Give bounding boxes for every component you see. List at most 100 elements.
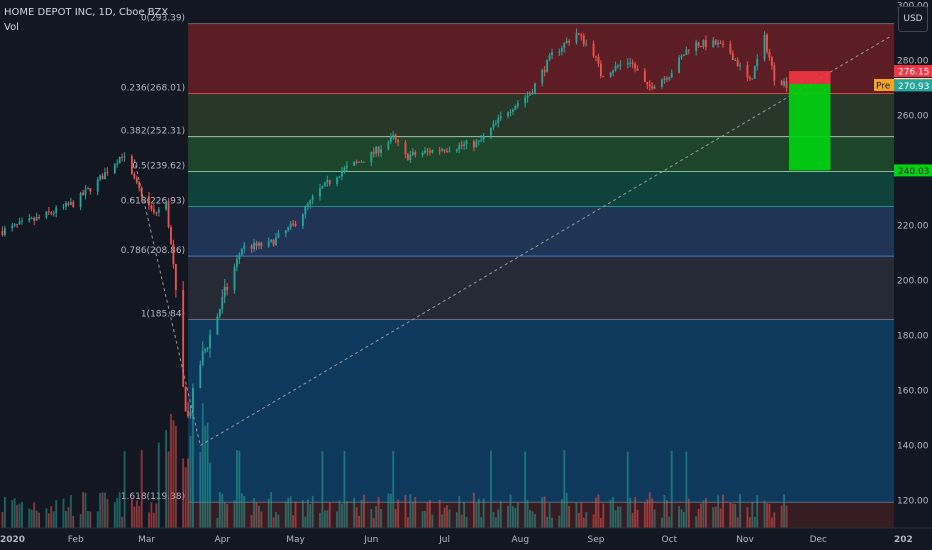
candle-body	[258, 242, 260, 246]
volume-bar	[719, 508, 722, 528]
volume-bar	[226, 504, 229, 528]
candle-body	[446, 150, 448, 152]
position-stop-zone	[788, 71, 831, 84]
volume-bar	[238, 450, 241, 528]
candle-body	[426, 150, 429, 152]
candle-body	[619, 64, 622, 66]
candle-body	[602, 76, 605, 78]
volume-bar	[243, 495, 246, 528]
candle-body	[558, 51, 561, 53]
volume-bar	[50, 506, 53, 528]
y-tick-label: 220.00	[897, 222, 929, 232]
candle-body	[182, 290, 185, 387]
volume-bar	[65, 510, 67, 528]
candle-body	[609, 72, 612, 77]
volume-bar	[619, 506, 622, 528]
volume-bar	[482, 498, 485, 528]
volume-bar	[631, 512, 634, 528]
volume-label: Vol	[4, 22, 19, 33]
candle-body	[343, 167, 346, 171]
candle-body	[756, 58, 759, 67]
candle-body	[526, 95, 529, 98]
candle-body	[531, 93, 534, 95]
volume-bar	[121, 516, 124, 528]
volume-bar	[309, 503, 312, 528]
candle-body	[612, 70, 615, 73]
volume-bar	[526, 499, 529, 528]
candle-body	[192, 387, 194, 412]
candle-body	[238, 254, 241, 260]
currency-unit-button[interactable]: USD	[898, 6, 928, 32]
candle-body	[731, 53, 734, 61]
candle-body	[751, 78, 754, 80]
candle-body	[18, 221, 21, 225]
candle-body	[323, 182, 326, 187]
volume-bar	[84, 492, 87, 528]
volume-bar	[460, 514, 463, 528]
candle-body	[260, 242, 263, 247]
candle-body	[267, 241, 270, 247]
volume-bar	[258, 505, 260, 528]
candle-body	[431, 150, 434, 153]
candle-body	[548, 55, 551, 60]
candle-body	[492, 123, 495, 128]
volume-bar	[680, 509, 683, 528]
x-tick-label: Dec	[810, 535, 827, 545]
candle-body	[174, 264, 177, 291]
candle-body	[253, 242, 255, 249]
volume-bar	[668, 516, 671, 528]
price-tag-label: 276.15	[898, 68, 930, 78]
candle-body	[284, 230, 287, 234]
candle-body	[289, 223, 292, 228]
volume-bar	[79, 513, 82, 528]
volume-bar	[392, 450, 395, 528]
volume-bar	[28, 508, 31, 528]
time-axis-bg	[0, 528, 932, 550]
candle-body	[152, 209, 155, 213]
volume-bar	[736, 517, 739, 528]
candle-body	[643, 70, 646, 82]
candle-body	[424, 150, 426, 153]
candle-body	[614, 65, 617, 71]
volume-bar	[492, 511, 495, 528]
candle-body	[458, 145, 461, 150]
volume-bar	[206, 422, 209, 528]
volume-bar	[221, 494, 224, 528]
volume-bar	[714, 506, 717, 528]
volume-bar	[670, 450, 673, 528]
candle-body	[148, 196, 150, 206]
volume-bar	[118, 492, 121, 528]
candle-body	[634, 63, 636, 69]
candle-body	[35, 217, 38, 221]
volume-bar	[546, 516, 549, 528]
candle-body	[321, 186, 324, 189]
candle-body	[250, 245, 253, 249]
candle-body	[582, 35, 585, 45]
x-tick-label: Sep	[588, 535, 605, 545]
candle-body	[475, 141, 478, 148]
candle-body	[138, 182, 141, 188]
candle-body	[685, 49, 688, 55]
candle-body	[580, 34, 583, 36]
candle-body	[33, 218, 36, 221]
candle-body	[509, 111, 512, 113]
volume-bar	[336, 511, 338, 528]
volume-bar	[712, 507, 715, 528]
fib-label-1.618: 1.618(119.38)	[121, 492, 185, 502]
candle-body	[407, 154, 409, 160]
candle-body	[480, 139, 483, 141]
volume-bar	[189, 436, 192, 528]
volume-bar	[568, 506, 571, 528]
candle-body	[497, 118, 500, 123]
candle-body	[345, 165, 348, 168]
volume-bar	[323, 510, 326, 528]
volume-bar	[30, 509, 33, 528]
candle-body	[118, 156, 121, 164]
volume-bar	[700, 503, 702, 528]
volume-bar	[355, 507, 358, 528]
candle-body	[653, 86, 656, 89]
volume-bar	[524, 451, 527, 528]
volume-bar	[201, 403, 204, 528]
